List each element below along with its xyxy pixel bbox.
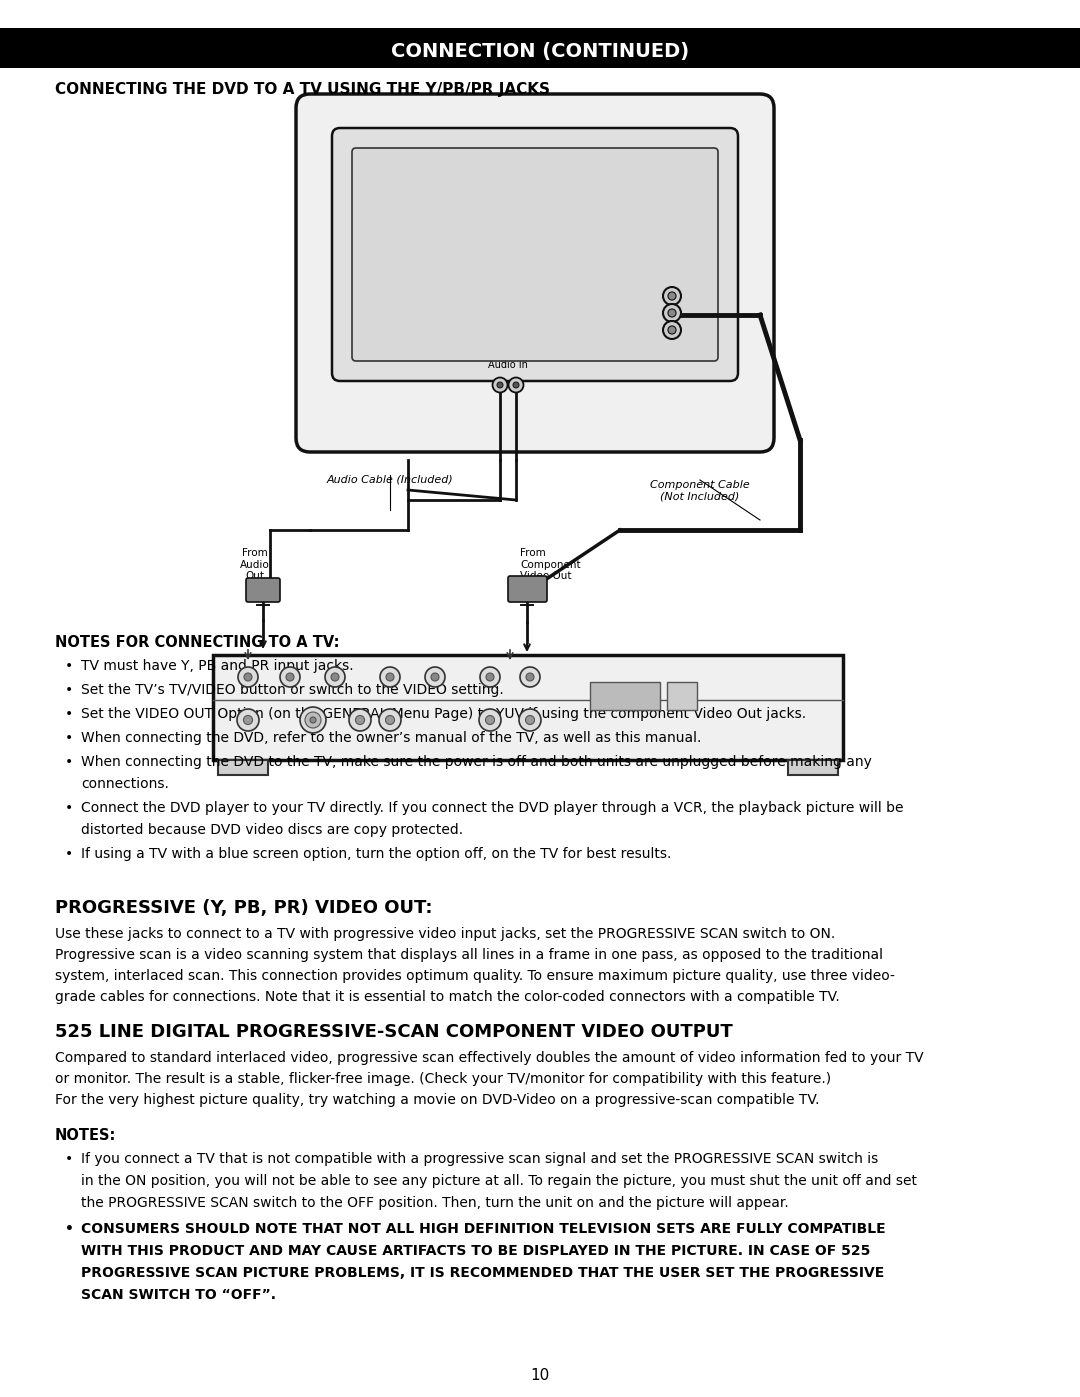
Text: To
Audio In: To Audio In xyxy=(488,348,528,370)
Circle shape xyxy=(325,666,345,687)
Circle shape xyxy=(380,666,400,687)
Text: the PROGRESSIVE SCAN switch to the OFF position. Then, turn the unit on and the : the PROGRESSIVE SCAN switch to the OFF p… xyxy=(81,1196,788,1210)
Circle shape xyxy=(526,715,535,725)
Text: Pr: Pr xyxy=(685,326,694,335)
Circle shape xyxy=(330,673,339,680)
Text: Use these jacks to connect to a TV with progressive video input jacks, set the P: Use these jacks to connect to a TV with … xyxy=(55,928,835,942)
Text: •: • xyxy=(65,754,73,768)
Circle shape xyxy=(509,377,524,393)
Circle shape xyxy=(519,666,540,687)
Text: Y: Y xyxy=(685,291,691,300)
Text: CONNECTING THE DVD TO A TV USING THE Y/PB/PR JACKS: CONNECTING THE DVD TO A TV USING THE Y/P… xyxy=(55,82,550,96)
Circle shape xyxy=(519,710,541,731)
Circle shape xyxy=(663,305,681,321)
Text: •: • xyxy=(65,707,73,721)
Text: Set the VIDEO OUT Option (on the GENERAL Menu Page) to YUV if using the componen: Set the VIDEO OUT Option (on the GENERAL… xyxy=(81,707,806,721)
Circle shape xyxy=(486,715,495,725)
Text: If using a TV with a blue screen option, turn the option off, on the TV for best: If using a TV with a blue screen option,… xyxy=(81,847,672,861)
FancyBboxPatch shape xyxy=(332,129,738,381)
Text: SCAN SWITCH TO “OFF”.: SCAN SWITCH TO “OFF”. xyxy=(81,1288,276,1302)
Text: When connecting the DVD, refer to the owner’s manual of the TV, as well as this : When connecting the DVD, refer to the ow… xyxy=(81,731,701,745)
Text: system, interlaced scan. This connection provides optimum quality. To ensure max: system, interlaced scan. This connection… xyxy=(55,970,895,983)
Circle shape xyxy=(386,673,394,680)
Text: Compared to standard interlaced video, progressive scan effectively doubles the : Compared to standard interlaced video, p… xyxy=(55,1051,923,1065)
Text: NOTES:: NOTES: xyxy=(55,1127,117,1143)
Circle shape xyxy=(300,707,326,733)
Text: Audio Cable (Included): Audio Cable (Included) xyxy=(326,475,454,485)
Circle shape xyxy=(431,673,438,680)
Text: If you connect a TV that is not compatible with a progressive scan signal and se: If you connect a TV that is not compatib… xyxy=(81,1153,878,1166)
Text: CONSUMERS SHOULD NOTE THAT NOT ALL HIGH DEFINITION TELEVISION SETS ARE FULLY COM: CONSUMERS SHOULD NOTE THAT NOT ALL HIGH … xyxy=(81,1222,886,1236)
FancyBboxPatch shape xyxy=(352,148,718,360)
Circle shape xyxy=(667,292,676,300)
Circle shape xyxy=(349,710,372,731)
Bar xyxy=(590,682,660,710)
Circle shape xyxy=(663,286,681,305)
Circle shape xyxy=(526,673,534,680)
Circle shape xyxy=(480,710,501,731)
Text: •: • xyxy=(65,800,73,814)
Bar xyxy=(213,655,843,760)
Bar xyxy=(667,682,697,710)
Circle shape xyxy=(426,666,445,687)
Circle shape xyxy=(238,666,258,687)
Text: For the very highest picture quality, try watching a movie on DVD-Video on a pro: For the very highest picture quality, tr… xyxy=(55,1092,820,1106)
Bar xyxy=(0,28,1080,68)
Text: •: • xyxy=(65,659,73,673)
Circle shape xyxy=(286,673,294,680)
Text: •: • xyxy=(65,683,73,697)
Text: From
Audio
Out: From Audio Out xyxy=(240,548,270,581)
Text: TV must have Y, PB and PR input jacks.: TV must have Y, PB and PR input jacks. xyxy=(81,659,353,673)
Circle shape xyxy=(310,717,316,724)
FancyBboxPatch shape xyxy=(296,94,774,453)
Text: or monitor. The result is a stable, flicker-free image. (Check your TV/monitor f: or monitor. The result is a stable, flic… xyxy=(55,1071,832,1085)
Text: Pb: Pb xyxy=(685,307,698,319)
Text: Connect the DVD player to your TV directly. If you connect the DVD player throug: Connect the DVD player to your TV direct… xyxy=(81,800,904,814)
Text: 10: 10 xyxy=(530,1368,550,1383)
Text: •: • xyxy=(65,847,73,861)
Bar xyxy=(788,760,838,775)
Circle shape xyxy=(663,321,681,339)
Circle shape xyxy=(386,715,394,725)
Text: PROGRESSIVE (Y, PB, PR) VIDEO OUT:: PROGRESSIVE (Y, PB, PR) VIDEO OUT: xyxy=(55,900,432,916)
Circle shape xyxy=(667,326,676,334)
Text: in the ON position, you will not be able to see any picture at all. To regain th: in the ON position, you will not be able… xyxy=(81,1173,917,1187)
Text: Progressive scan is a video scanning system that displays all lines in a frame i: Progressive scan is a video scanning sys… xyxy=(55,949,883,963)
Circle shape xyxy=(244,673,252,680)
Circle shape xyxy=(355,715,365,725)
Circle shape xyxy=(513,381,519,388)
Text: Set the TV’s TV/VIDEO button or switch to the VIDEO setting.: Set the TV’s TV/VIDEO button or switch t… xyxy=(81,683,503,697)
Text: distorted because DVD video discs are copy protected.: distorted because DVD video discs are co… xyxy=(81,823,463,837)
Text: •: • xyxy=(65,1153,73,1166)
Text: Component Cable
(Not Included): Component Cable (Not Included) xyxy=(650,481,750,502)
Circle shape xyxy=(379,710,401,731)
Circle shape xyxy=(280,666,300,687)
FancyBboxPatch shape xyxy=(508,576,546,602)
Circle shape xyxy=(492,377,508,393)
Text: grade cables for connections. Note that it is essential to match the color-coded: grade cables for connections. Note that … xyxy=(55,990,840,1004)
Text: CONNECTION (CONTINUED): CONNECTION (CONTINUED) xyxy=(391,42,689,60)
FancyBboxPatch shape xyxy=(246,578,280,602)
Text: •: • xyxy=(65,731,73,745)
Text: PROGRESSIVE SCAN PICTURE PROBLEMS, IT IS RECOMMENDED THAT THE USER SET THE PROGR: PROGRESSIVE SCAN PICTURE PROBLEMS, IT IS… xyxy=(81,1266,885,1280)
Circle shape xyxy=(486,673,494,680)
Circle shape xyxy=(480,666,500,687)
Circle shape xyxy=(667,309,676,317)
Text: NOTES FOR CONNECTING TO A TV:: NOTES FOR CONNECTING TO A TV: xyxy=(55,636,339,650)
Text: •: • xyxy=(65,1222,73,1236)
Text: WITH THIS PRODUCT AND MAY CAUSE ARTIFACTS TO BE DISPLAYED IN THE PICTURE. IN CAS: WITH THIS PRODUCT AND MAY CAUSE ARTIFACT… xyxy=(81,1243,870,1259)
Text: To
Component
Video In: To Component Video In xyxy=(592,270,648,303)
Circle shape xyxy=(302,710,324,731)
Circle shape xyxy=(305,712,321,728)
Text: 525 LINE DIGITAL PROGRESSIVE-SCAN COMPONENT VIDEO OUTPUT: 525 LINE DIGITAL PROGRESSIVE-SCAN COMPON… xyxy=(55,1023,732,1041)
Circle shape xyxy=(309,715,318,725)
Bar xyxy=(218,760,268,775)
Circle shape xyxy=(243,715,253,725)
Circle shape xyxy=(237,710,259,731)
Circle shape xyxy=(497,381,503,388)
Text: From
Component
Video Out: From Component Video Out xyxy=(519,548,581,581)
Text: When connecting the DVD to the TV, make sure the power is off and both units are: When connecting the DVD to the TV, make … xyxy=(81,754,872,768)
Text: connections.: connections. xyxy=(81,777,168,791)
